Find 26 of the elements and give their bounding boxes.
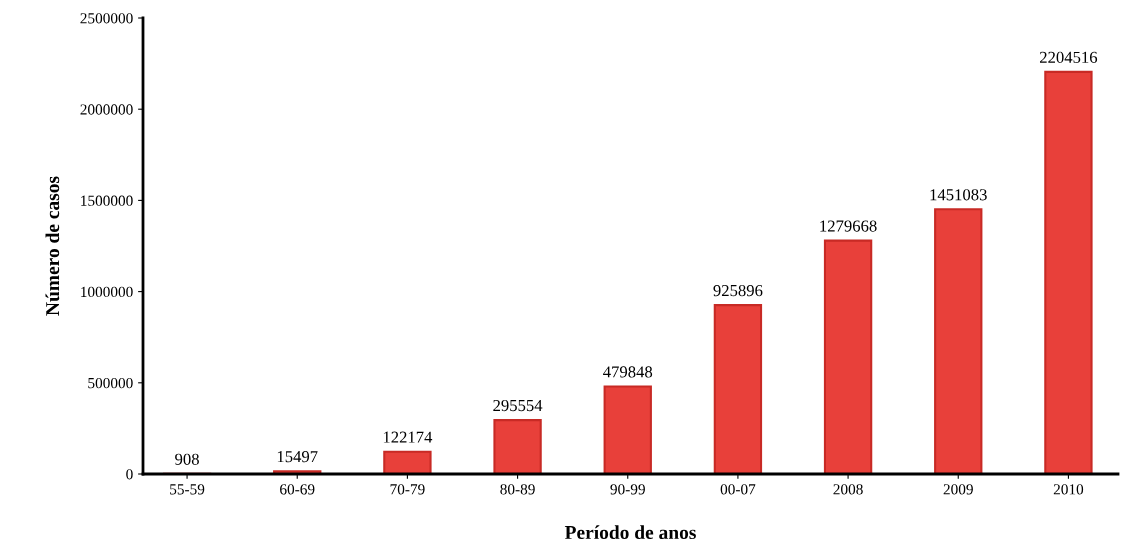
data-label: 1279668: [820, 220, 877, 232]
y-tick-label: 2500000: [80, 13, 133, 24]
data-label: 295554: [493, 399, 543, 412]
x-tick-label: 60-69: [280, 484, 315, 495]
data-label: 925896: [713, 284, 763, 297]
data-label: 479848: [603, 366, 653, 378]
data-label: 122174: [383, 431, 433, 443]
x-tick-label: 00-07: [720, 484, 756, 495]
x-tick-label: 70-79: [390, 484, 425, 495]
x-tick-label: 55-59: [170, 484, 205, 495]
y-tick-label: 2000000: [80, 104, 133, 115]
data-label: 2204516: [1039, 51, 1098, 63]
y-tick-label: 500000: [88, 377, 133, 389]
data-label: 15497: [277, 451, 318, 463]
x-tick-label: 2009: [943, 484, 973, 495]
x-tick-label: 80-89: [500, 484, 535, 495]
x-tick-label: 2008: [833, 484, 863, 495]
y-tick-label: 1500000: [81, 195, 133, 206]
y-tick-label: 0: [126, 469, 133, 480]
data-label: 1451083: [930, 189, 987, 201]
x-tick-label: 2010: [1053, 484, 1084, 495]
data-label: 908: [175, 453, 199, 465]
x-tick-label: 90-99: [610, 484, 645, 495]
x-axis-title: Período de anos: [564, 525, 696, 540]
y-tick-label: 1000000: [81, 286, 133, 298]
y-axis-title: Número de casos: [45, 176, 60, 316]
